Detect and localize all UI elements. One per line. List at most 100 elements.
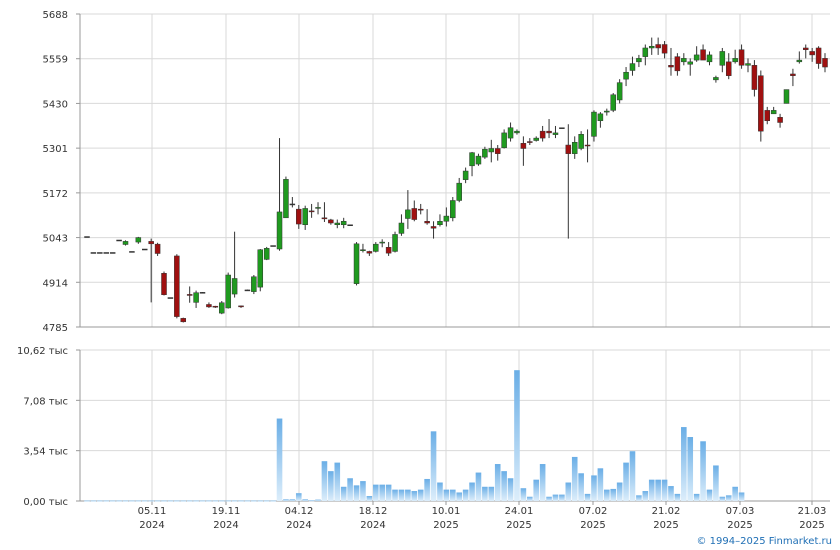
copyright-label[interactable]: © 1994–2025 Finmarket.ru <box>696 536 832 547</box>
candle-body <box>475 155 482 165</box>
volume-bar <box>591 475 597 501</box>
candle-body <box>148 241 154 245</box>
volume-bar <box>315 499 321 501</box>
candle-body <box>379 241 385 244</box>
volume-bar <box>405 489 411 501</box>
price-ytick-label: 4914 <box>43 278 68 289</box>
candle-body <box>790 73 796 76</box>
volume-bar <box>244 500 251 502</box>
candle-body <box>751 65 758 90</box>
candle-body <box>353 243 360 284</box>
candle-body <box>122 241 129 245</box>
candle-body <box>443 215 450 222</box>
xtick-day-label: 07.03 <box>726 506 755 517</box>
candle-body <box>584 144 591 147</box>
candle-body <box>135 237 142 243</box>
volume-bar <box>533 479 540 501</box>
volume-bar <box>604 489 610 501</box>
volume-bar <box>84 500 90 502</box>
candle-body <box>392 234 398 252</box>
candle-body <box>366 251 373 254</box>
price-ytick-label: 5301 <box>43 144 68 155</box>
volume-bar <box>90 500 97 502</box>
candle-body <box>469 152 475 167</box>
volume-bar <box>251 500 257 502</box>
candle-body <box>642 47 649 57</box>
xtick-year-label: 2025 <box>727 520 752 531</box>
volume-bar <box>648 479 655 501</box>
volume-bar <box>360 481 366 501</box>
candle-body <box>809 51 815 56</box>
xtick-day-label: 07.02 <box>579 506 608 517</box>
candle-body <box>334 222 341 225</box>
volume-bar <box>199 500 206 502</box>
volume-bar <box>283 499 289 501</box>
candle-body <box>347 224 353 226</box>
volume-bar <box>308 500 315 502</box>
xtick-year-label: 2025 <box>799 520 824 531</box>
candle-body <box>725 61 732 76</box>
volume-bar <box>270 500 276 502</box>
volume-bar <box>520 488 527 501</box>
volume-bar <box>148 500 154 502</box>
candle-body <box>815 47 822 64</box>
candle-body <box>514 130 520 134</box>
volume-bar <box>321 461 328 501</box>
xtick-day-label: 21.03 <box>798 506 827 517</box>
xtick-day-label: 05.11 <box>138 506 167 517</box>
volume-bar <box>636 495 642 501</box>
candle-body <box>494 148 501 154</box>
candle-body <box>591 111 597 137</box>
volume-bar <box>738 492 745 501</box>
candle-body <box>559 127 565 129</box>
candle-body <box>661 44 668 54</box>
volume-bar <box>443 489 450 501</box>
volume-bar <box>713 465 719 501</box>
candle-body <box>340 221 347 225</box>
candle-body <box>263 248 270 260</box>
volume-bar <box>328 471 334 501</box>
candle-body <box>777 117 783 123</box>
xtick-year-label: 2024 <box>286 520 311 531</box>
candle-body <box>289 203 296 206</box>
candle-body <box>706 54 713 63</box>
volume-bar <box>527 496 533 501</box>
candle-body <box>174 255 180 317</box>
candle-body <box>758 75 764 132</box>
candle-body <box>167 297 174 299</box>
candle-body <box>308 210 315 213</box>
candle-body <box>97 252 103 254</box>
candle-body <box>270 245 276 247</box>
volume-bar <box>129 500 135 502</box>
candle-body <box>437 221 443 225</box>
candle-body <box>713 77 719 81</box>
xtick-day-label: 10.01 <box>432 506 461 517</box>
volume-bar <box>623 462 629 501</box>
volume-bar <box>263 500 270 502</box>
candle-body <box>90 252 97 254</box>
candle-body <box>802 47 809 50</box>
candle-body <box>398 222 405 234</box>
candle-body <box>257 249 264 288</box>
volume-bar <box>141 500 148 502</box>
candle-body <box>636 58 642 63</box>
volume-bar <box>353 485 360 501</box>
candle-body <box>732 58 738 63</box>
candle-body <box>648 45 655 49</box>
volume-ytick-label: 7,08 тыс <box>23 396 68 407</box>
volume-bar <box>372 484 379 501</box>
volume-bar <box>295 493 302 501</box>
volume-bar <box>693 493 700 501</box>
volume-bar <box>385 484 392 501</box>
candle-body <box>783 89 790 104</box>
candle-body <box>546 130 552 134</box>
candle-body <box>315 207 321 209</box>
candle-body <box>488 148 495 153</box>
volume-bar <box>706 489 713 501</box>
candle-body <box>764 110 770 122</box>
candle-body <box>193 292 199 303</box>
candle-body <box>142 248 148 251</box>
volume-bar <box>616 482 623 501</box>
volume-bar <box>475 472 482 501</box>
candle-body <box>507 127 514 139</box>
